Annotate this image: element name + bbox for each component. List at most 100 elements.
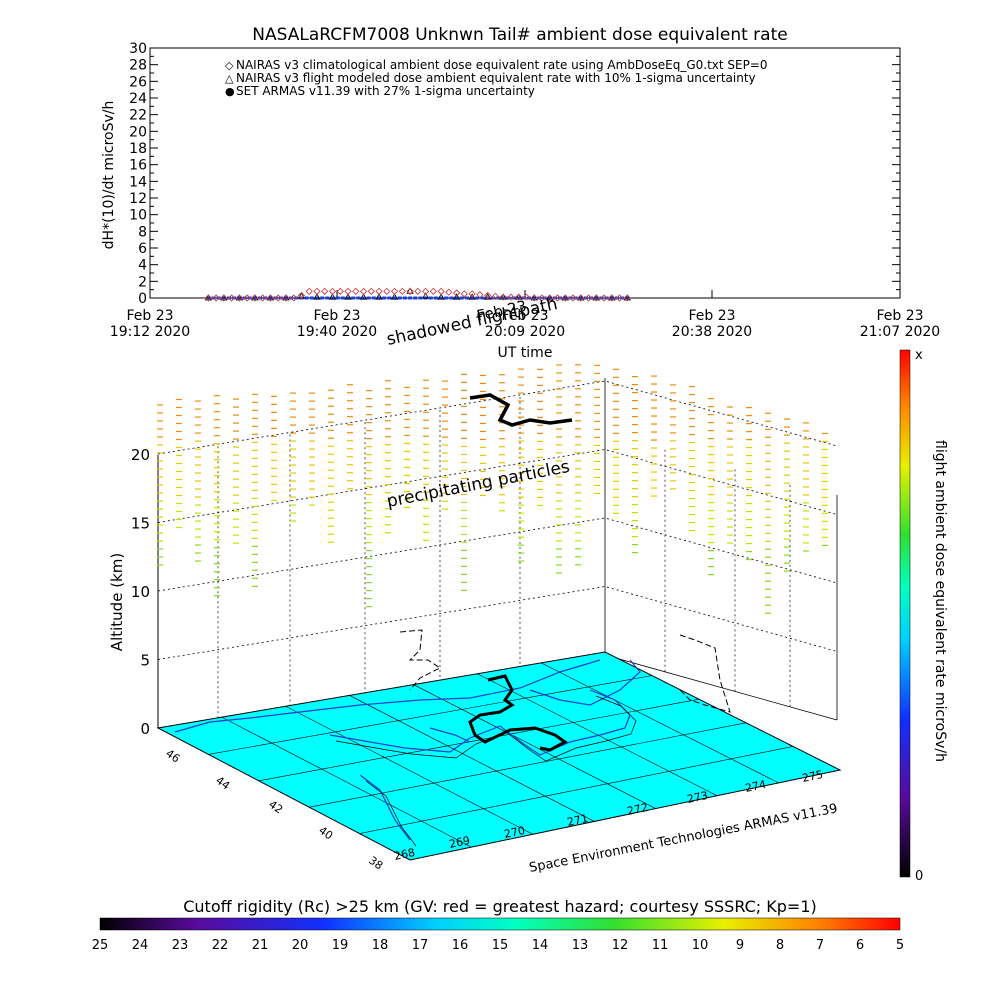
x-tick-date: Feb 23 bbox=[501, 308, 548, 324]
nairas-clim-point bbox=[553, 294, 562, 302]
armas-point bbox=[309, 296, 314, 300]
nairas-model-point bbox=[406, 287, 414, 294]
latitude-tick-label: 46 bbox=[163, 747, 182, 766]
nairas-model-point bbox=[204, 294, 213, 301]
nairas-clim-point bbox=[522, 293, 531, 301]
nairas-clim-point bbox=[577, 294, 585, 302]
cutoff-tick-label: 17 bbox=[412, 938, 429, 953]
flight-path bbox=[399, 393, 731, 752]
nairas-clim-point bbox=[313, 287, 321, 295]
armas-point bbox=[377, 296, 382, 300]
armas-point bbox=[444, 296, 449, 300]
armas-point bbox=[392, 296, 397, 300]
latitude-tick-label: 42 bbox=[266, 798, 285, 817]
x-tick-date: Feb 23 bbox=[126, 308, 173, 324]
nairas-model-point bbox=[421, 292, 430, 299]
nairas-model-point bbox=[514, 293, 523, 300]
nairas-clim-point bbox=[561, 294, 569, 302]
armas-point bbox=[625, 296, 630, 300]
ground-gridline bbox=[349, 695, 595, 822]
cutoff-colorbar bbox=[99, 917, 901, 931]
armas-point bbox=[594, 296, 599, 300]
armas-point bbox=[382, 296, 387, 300]
cutoff-tick-label: 14 bbox=[532, 938, 549, 953]
nairas-clim-point bbox=[476, 291, 484, 299]
cutoff-tick-label: 19 bbox=[332, 938, 349, 953]
armas-point bbox=[532, 296, 537, 300]
nairas-model-point bbox=[251, 294, 259, 301]
nairas-clim-point bbox=[266, 294, 275, 302]
nairas-clim-point bbox=[375, 287, 383, 295]
nairas-model-point bbox=[499, 293, 507, 300]
y-tick-label: 4 bbox=[138, 258, 147, 274]
nairas-clim-point bbox=[383, 287, 391, 295]
altitude-tick-label: 15 bbox=[131, 515, 150, 533]
cutoff-tick-label: 11 bbox=[652, 938, 669, 953]
armas-point bbox=[459, 296, 464, 300]
armas-point bbox=[418, 296, 423, 300]
y-tick-label: 24 bbox=[129, 91, 147, 107]
ground-gridline bbox=[221, 716, 472, 848]
armas-point bbox=[330, 296, 335, 300]
armas-point bbox=[351, 296, 356, 300]
nairas-clim-point bbox=[546, 294, 554, 302]
nairas-clim-point bbox=[429, 287, 437, 295]
top-series bbox=[204, 287, 632, 302]
nairas-clim-point bbox=[414, 287, 422, 295]
ground-gridline bbox=[258, 698, 700, 782]
nairas-model-point bbox=[282, 294, 290, 301]
nairas-clim-point bbox=[282, 294, 290, 302]
y-tick-label: 12 bbox=[129, 191, 147, 207]
cutoff-tick-label: 10 bbox=[692, 938, 709, 953]
nairas-clim-point bbox=[452, 289, 461, 297]
armas-point bbox=[335, 296, 340, 300]
nairas-model-point bbox=[561, 294, 569, 301]
nairas-model-point bbox=[623, 294, 632, 301]
cutoff-tick-label: 25 bbox=[92, 938, 109, 953]
nairas-clim-point bbox=[507, 293, 515, 301]
coastline-segment bbox=[174, 659, 601, 733]
ground-gridline bbox=[413, 684, 656, 809]
nairas-model-point bbox=[437, 293, 445, 300]
cutoff-tick-label: 16 bbox=[452, 938, 469, 953]
ground-gridline bbox=[285, 706, 533, 835]
armas-point bbox=[433, 296, 438, 300]
coastline-segment bbox=[429, 727, 471, 743]
y-tick-label: 30 bbox=[129, 41, 147, 57]
nairas-clim-point bbox=[359, 287, 368, 295]
nairas-clim-point bbox=[421, 287, 430, 295]
nairas-clim-point bbox=[352, 287, 360, 295]
nairas-clim-point bbox=[592, 294, 600, 302]
legend-entry: SET ARMAS v11.39 with 27% 1-sigma uncert… bbox=[236, 84, 535, 98]
nairas-clim-point bbox=[290, 294, 298, 302]
latitude-tick-label: 44 bbox=[213, 774, 232, 793]
cutoff-tick-label: 15 bbox=[492, 938, 509, 953]
armas-point bbox=[470, 296, 475, 300]
cutoff-tick-label: 22 bbox=[212, 938, 229, 953]
nairas-clim-point bbox=[328, 287, 337, 295]
x-tick-time: 20:38 2020 bbox=[672, 324, 752, 340]
nairas-clim-point bbox=[398, 287, 406, 295]
nairas-model-point bbox=[452, 293, 461, 300]
precipitating-particles-label: precipitating particles bbox=[385, 457, 571, 512]
longitude-tick-label: 273 bbox=[686, 789, 709, 806]
armas-point bbox=[366, 296, 371, 300]
flight-track-elevated bbox=[469, 393, 573, 427]
x-tick-date: Feb 23 bbox=[876, 308, 923, 324]
y-tick-label: 0 bbox=[138, 291, 147, 307]
armas-point bbox=[578, 296, 583, 300]
nairas-clim-point bbox=[235, 294, 244, 302]
nairas-model-point bbox=[235, 294, 244, 301]
nairas-model-point bbox=[468, 293, 476, 300]
nairas-clim-point bbox=[538, 294, 546, 302]
armas-point bbox=[609, 296, 614, 300]
armas-point bbox=[516, 296, 521, 300]
ground-grid bbox=[208, 662, 794, 848]
precipitating-particles bbox=[157, 364, 828, 614]
nairas-clim-point bbox=[406, 287, 414, 295]
altitude-axis-label: Altitude (km) bbox=[108, 553, 126, 651]
nairas-clim-point bbox=[569, 294, 577, 302]
nairas-model-point bbox=[577, 294, 585, 301]
armas-point bbox=[283, 296, 288, 300]
